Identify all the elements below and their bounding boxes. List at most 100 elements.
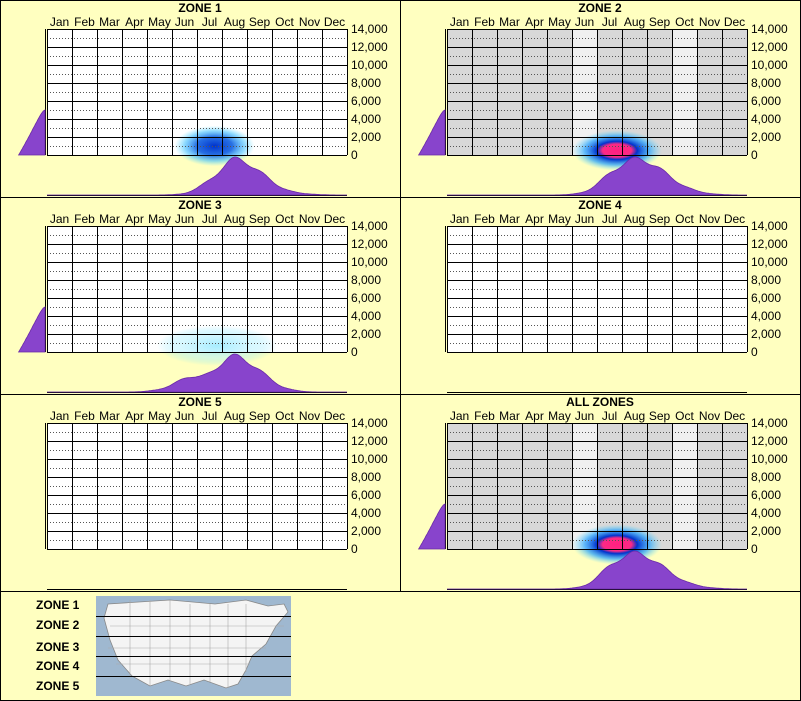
chart-panel-5: ZONE 5 Jan Feb Mar Apr May Jun Jul Aug Sep Oct Nov D…: [45, 395, 388, 590]
x-tick-label: Nov: [699, 409, 720, 423]
x-tick-label: Sep: [249, 15, 271, 29]
x-tick-label: Mar: [499, 212, 520, 226]
y-tick-label: 12,000: [751, 237, 788, 251]
y-tick-label: 2,000: [751, 327, 781, 341]
x-tick-label: Feb: [74, 409, 95, 423]
chart-title: ALL ZONES: [566, 395, 634, 409]
x-tick-label: Aug: [624, 212, 645, 226]
y-tick-label: 14,000: [351, 219, 388, 233]
x-tick-label: Jul: [202, 15, 217, 29]
y-tick-label: 4,000: [751, 112, 781, 126]
x-tick-label: Jun: [175, 212, 194, 226]
y-tick-label: 10,000: [751, 58, 788, 72]
map-state-borders: [108, 600, 284, 688]
chart-title: ZONE 2: [578, 1, 622, 15]
x-tick-label: Oct: [675, 15, 694, 29]
month-density-curve: [47, 156, 347, 196]
x-tick-label: Nov: [699, 212, 720, 226]
x-tick-label: Sep: [649, 409, 671, 423]
x-tick-label: Jan: [50, 212, 69, 226]
y-tick-label: 0: [351, 148, 358, 162]
density-hotspot: [572, 524, 662, 565]
x-tick-label: Dec: [724, 15, 745, 29]
x-tick-label: Jun: [575, 15, 594, 29]
x-tick-label: Apr: [125, 15, 144, 29]
density-hotspot: [174, 125, 255, 167]
x-tick-label: Nov: [299, 212, 320, 226]
x-tick-label: May: [148, 409, 171, 423]
y-tick-label: 4,000: [351, 112, 381, 126]
y-tick-label: 14,000: [351, 22, 388, 36]
y-tick-label: 0: [751, 148, 758, 162]
elevation-density-curve: [17, 109, 46, 156]
x-tick-label: Sep: [649, 15, 671, 29]
x-tick-label: Jul: [202, 212, 217, 226]
y-tick-label: 0: [351, 345, 358, 359]
month-density-curve: [447, 550, 747, 590]
chart-panel-6: ALL ZONES Jan Feb Mar Apr May Jun Jul Aug Sep Oct N…: [417, 395, 788, 590]
y-tick-label: 6,000: [351, 94, 381, 108]
y-tick-label: 4,000: [751, 506, 781, 520]
x-tick-label: Nov: [299, 409, 320, 423]
y-tick-label: 2,000: [751, 524, 781, 538]
x-tick-label: Jul: [602, 15, 617, 29]
x-tick-label: Nov: [699, 15, 720, 29]
y-tick-label: 4,000: [351, 309, 381, 323]
x-tick-label: Oct: [275, 212, 294, 226]
y-tick-label: 0: [351, 542, 358, 556]
chart-title: ZONE 1: [178, 1, 222, 15]
x-tick-label: Jan: [450, 409, 469, 423]
x-tick-label: Jun: [175, 15, 194, 29]
x-tick-label: Dec: [324, 15, 345, 29]
x-tick-label: Aug: [224, 409, 245, 423]
x-tick-label: Jul: [602, 409, 617, 423]
y-tick-label: 8,000: [751, 273, 781, 287]
x-tick-label: Oct: [675, 212, 694, 226]
x-tick-label: Apr: [125, 409, 144, 423]
y-tick-label: 2,000: [351, 327, 381, 341]
x-tick-label: Feb: [474, 212, 495, 226]
x-tick-label: Dec: [324, 409, 345, 423]
legend-zone-3: ZONE 3: [36, 640, 80, 654]
x-tick-label: Jan: [450, 15, 469, 29]
y-tick-label: 6,000: [751, 291, 781, 305]
density-hotspot: [157, 325, 277, 366]
legend-zone-5: ZONE 5: [36, 679, 80, 693]
y-tick-label: 2,000: [751, 130, 781, 144]
month-density-curve: [447, 156, 747, 196]
legend-zone-1: ZONE 1: [36, 598, 80, 612]
legend-zone-2: ZONE 2: [36, 618, 80, 632]
legend-zone-4: ZONE 4: [36, 659, 80, 673]
x-tick-label: Aug: [224, 212, 245, 226]
x-tick-label: Nov: [299, 15, 320, 29]
x-tick-label: May: [548, 15, 571, 29]
y-tick-label: 10,000: [351, 58, 388, 72]
x-tick-label: Apr: [125, 212, 144, 226]
y-tick-label: 10,000: [351, 452, 388, 466]
chart-panel-2: ZONE 2 Jan Feb Mar Apr May Jun Jul Aug Sep Oct Nov D…: [417, 1, 788, 196]
x-tick-label: May: [548, 409, 571, 423]
y-tick-label: 6,000: [351, 291, 381, 305]
x-tick-label: Mar: [499, 15, 520, 29]
x-tick-label: Jun: [175, 409, 194, 423]
x-tick-label: Feb: [474, 409, 495, 423]
x-tick-label: Feb: [74, 15, 95, 29]
y-tick-label: 10,000: [751, 255, 788, 269]
x-tick-label: Oct: [675, 409, 694, 423]
chart-title: ZONE 3: [178, 198, 222, 212]
x-tick-label: Sep: [249, 212, 271, 226]
x-tick-label: Mar: [99, 212, 120, 226]
x-tick-label: Jan: [50, 409, 69, 423]
x-tick-label: Mar: [499, 409, 520, 423]
y-tick-label: 14,000: [751, 219, 788, 233]
x-tick-label: Apr: [525, 212, 544, 226]
chart-panel-4: ZONE 4 Jan Feb Mar Apr May Jun Jul Aug Sep Oct Nov D…: [445, 198, 788, 393]
y-tick-label: 12,000: [351, 434, 388, 448]
x-tick-label: Jun: [575, 212, 594, 226]
x-tick-label: Sep: [649, 212, 671, 226]
y-tick-label: 12,000: [351, 237, 388, 251]
elevation-density-curve: [17, 306, 46, 353]
elevation-density-curve: [417, 503, 446, 550]
chart-panel-1: ZONE 1 Jan Feb Mar Apr May Jun Jul Aug Sep Oct Nov D…: [17, 1, 388, 196]
